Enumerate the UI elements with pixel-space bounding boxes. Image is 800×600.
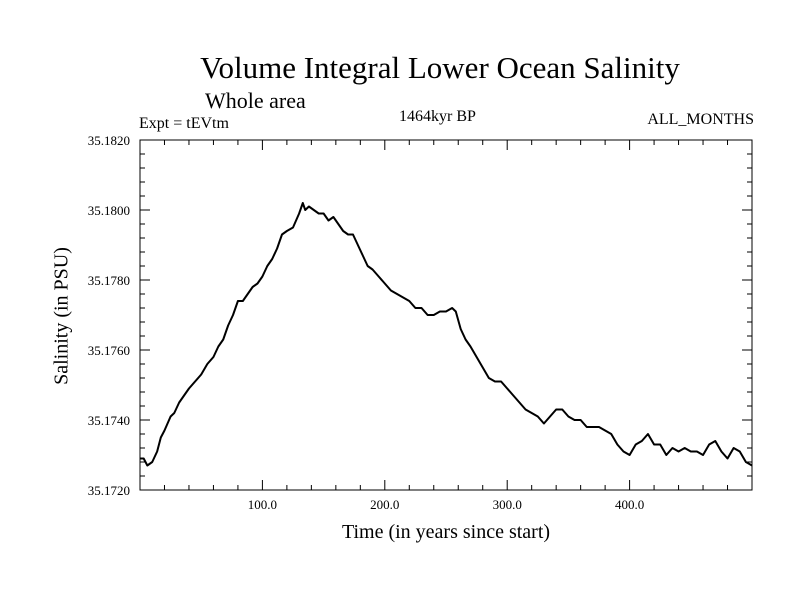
y-tick-label: 35.1820: [88, 133, 130, 148]
y-tick-label: 35.1760: [88, 343, 130, 358]
x-axis-label: Time (in years since start): [341, 521, 551, 543]
y-tick-label: 35.1720: [88, 483, 130, 498]
experiment-label: Expt = tEVtm: [139, 115, 229, 132]
y-tick-label: 35.1780: [88, 273, 130, 288]
plot-frame: [139, 139, 753, 491]
chart-title: Volume Integral Lower Ocean Salinity: [200, 50, 680, 85]
y-tick-label: 35.1800: [88, 203, 130, 218]
x-tick-label: 400.0: [615, 497, 644, 512]
x-tick-label: 200.0: [370, 497, 399, 512]
months-label: ALL_MONTHS: [647, 111, 754, 128]
chart-subtitle: Whole area: [205, 88, 306, 113]
period-label: 1464kyr BP: [399, 108, 476, 125]
axis-ticks: 100.0 200.0 300.0 400.0 35.1720 35.1740 35.176…: [88, 133, 752, 512]
x-tick-label: 100.0: [248, 497, 277, 512]
y-tick-label: 35.1740: [88, 413, 130, 428]
x-tick-label: 300.0: [493, 497, 522, 512]
salinity-series-line: [140, 202, 753, 467]
